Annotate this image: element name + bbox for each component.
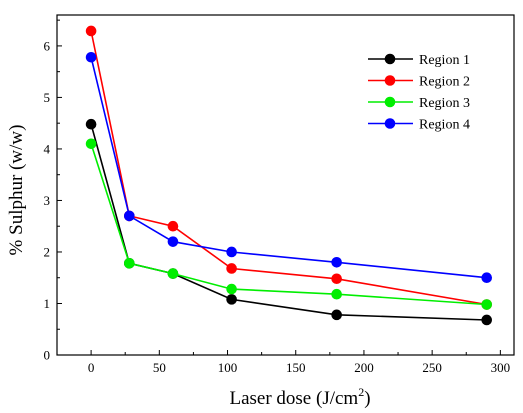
data-point-region-3	[481, 299, 493, 310]
x-tick-label: 0	[88, 360, 95, 375]
data-point-region-4	[167, 236, 179, 247]
data-point-region-3	[226, 283, 237, 295]
y-tick-label: 2	[44, 244, 51, 259]
data-point-region-3	[167, 268, 179, 279]
y-axis-title: % Sulphur (w/w)	[6, 125, 27, 256]
data-point-region-4	[481, 272, 493, 284]
x-tick-label: 150	[286, 360, 306, 375]
data-point-region-4	[124, 210, 135, 222]
legend-swatch-marker	[384, 118, 396, 129]
data-point-region-4	[226, 246, 237, 258]
legend: Region 1 Region 2 Region 3 Region 4	[368, 53, 470, 133]
data-point-region-1	[85, 118, 97, 130]
x-axis-title: Laser dose (J/cm2)	[229, 385, 370, 409]
data-point-region-2	[167, 220, 179, 232]
x-tick-label: 200	[354, 360, 374, 375]
x-tick-label: 300	[491, 360, 511, 375]
x-tick-label: 50	[153, 360, 166, 375]
legend-swatch-marker	[384, 53, 396, 65]
x-tick-label: 250	[422, 360, 442, 375]
series-region-3	[85, 138, 493, 310]
ticks-layer: 0 50 100 150 200 250 300 0 1 2 3 4 5 6	[44, 19, 511, 375]
data-point-region-3	[331, 288, 342, 300]
y-tick-label: 4	[44, 141, 51, 156]
y-tick-label: 3	[44, 193, 51, 208]
series-layer	[85, 25, 493, 326]
legend-item-region-4: Region 4	[368, 118, 470, 133]
data-point-region-3	[124, 258, 135, 269]
data-point-region-1	[481, 314, 493, 326]
x-tick-label: 100	[218, 360, 238, 375]
data-point-region-3	[85, 138, 97, 150]
series-region-4	[85, 51, 493, 284]
legend-swatch-marker	[384, 96, 396, 108]
legend-label: Region 2	[419, 75, 470, 90]
legend-item-region-2: Region 2	[368, 75, 470, 90]
series-line-region-3	[90, 143, 487, 306]
legend-item-region-3: Region 3	[368, 96, 470, 111]
data-point-region-1	[331, 309, 342, 321]
data-point-region-2	[331, 273, 342, 285]
series-line-region-1	[90, 123, 487, 321]
data-point-region-2	[226, 263, 237, 274]
data-point-region-2	[85, 25, 97, 37]
legend-item-region-1: Region 1	[368, 53, 470, 68]
legend-label: Region 1	[419, 53, 470, 68]
y-tick-label: 0	[44, 348, 51, 363]
legend-label: Region 4	[419, 118, 470, 133]
data-point-region-4	[85, 51, 97, 63]
y-tick-label: 6	[44, 38, 51, 53]
y-tick-label: 1	[44, 296, 51, 311]
legend-swatch-marker	[384, 75, 396, 86]
y-tick-label: 5	[44, 90, 51, 105]
legend-label: Region 3	[419, 96, 470, 111]
plot-frame	[56, 14, 515, 356]
series-line-region-2	[90, 30, 487, 306]
data-point-region-4	[331, 256, 342, 268]
data-point-region-1	[226, 294, 237, 305]
series-line-region-4	[90, 57, 487, 279]
